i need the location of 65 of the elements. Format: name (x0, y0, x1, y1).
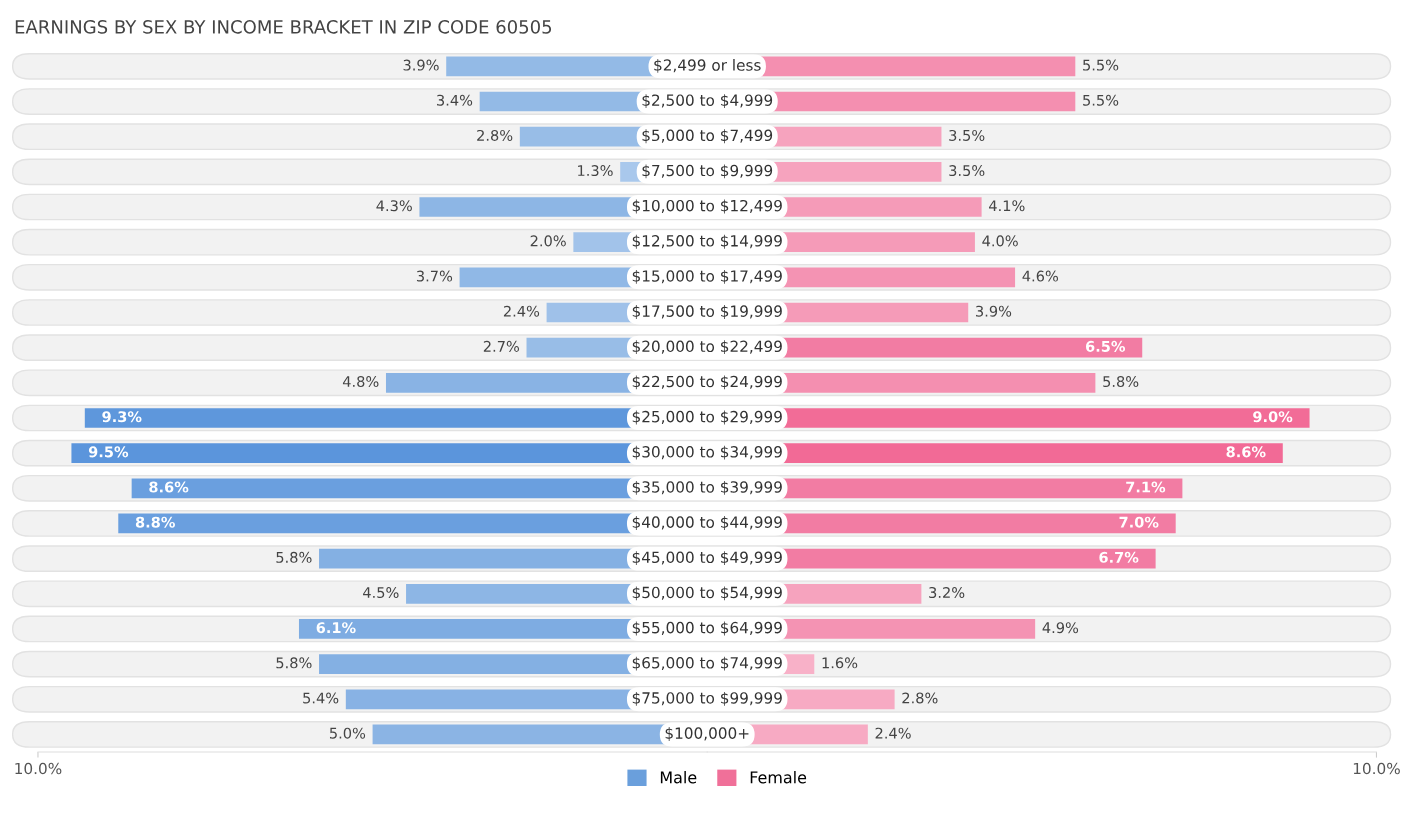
category-label: $15,000 to $17,499 (632, 269, 782, 284)
data-label: 7.1% (1126, 481, 1166, 493)
category-label: $65,000 to $74,999 (632, 656, 782, 671)
legend-label: Female (750, 771, 807, 784)
data-label: 3.5% (949, 129, 985, 141)
data-label: 4.6% (1022, 270, 1059, 282)
data-label: 5.4% (303, 692, 339, 704)
data-label: 6.5% (1085, 340, 1126, 352)
chart-title: EARNINGS BY SEX BY INCOME BRACKET IN ZIP CODE 60505 (15, 20, 552, 34)
data-label: 2.4% (503, 305, 540, 317)
data-label: 6.7% (1099, 551, 1139, 563)
category-label: $45,000 to $49,999 (632, 551, 782, 566)
data-label: 8.6% (149, 481, 189, 493)
data-label: 2.7% (483, 340, 520, 352)
data-label: 5.8% (276, 551, 312, 563)
data-label: 3.5% (949, 165, 985, 177)
data-label: 9.3% (102, 411, 142, 423)
category-label: $25,000 to $29,999 (632, 410, 782, 425)
category-label: $2,500 to $4,999 (642, 94, 773, 108)
category-label: $30,000 to $34,999 (632, 445, 782, 460)
data-label: 5.5% (1083, 59, 1119, 71)
data-label: 8.8% (135, 516, 175, 528)
data-label: 6.1% (316, 622, 356, 634)
category-label: $22,500 to $24,999 (632, 375, 782, 390)
category-label: $35,000 to $39,999 (632, 480, 782, 495)
data-label: 5.0% (329, 727, 366, 739)
category-label: $75,000 to $99,999 (632, 691, 782, 706)
category-label: $10,000 to $12,499 (632, 199, 782, 214)
category-label: $17,500 to $19,999 (632, 305, 782, 319)
data-label: 4.5% (363, 587, 399, 599)
data-label: 3.9% (403, 59, 439, 71)
data-label: 8.6% (1226, 446, 1266, 458)
data-label: 2.8% (902, 692, 938, 704)
category-label: $20,000 to $22,499 (632, 340, 782, 355)
category-label: $100,000+ (665, 727, 749, 741)
category-label: $50,000 to $54,999 (632, 586, 782, 601)
data-label: 9.5% (88, 446, 129, 458)
data-label: 3.7% (416, 270, 453, 282)
category-label: $5,000 to $7,499 (642, 129, 773, 144)
x-tick-label: 10.0% (15, 762, 62, 775)
data-label: 3.2% (929, 587, 965, 599)
category-label: $7,500 to $9,999 (642, 164, 773, 179)
legend-label: Male (660, 771, 697, 784)
data-label: 4.9% (1042, 622, 1079, 634)
data-label: 1.6% (822, 657, 858, 669)
data-label: 3.9% (976, 305, 1012, 317)
data-label: 2.4% (875, 727, 911, 739)
x-tick-label: 10.0% (1353, 762, 1400, 775)
data-label: 4.1% (989, 200, 1025, 212)
data-label: 2.8% (477, 129, 513, 141)
data-label: 7.0% (1119, 516, 1159, 528)
data-label: 9.0% (1253, 411, 1293, 423)
data-label: 5.8% (276, 657, 312, 669)
category-label: $2,499 or less (654, 58, 761, 73)
category-label: $55,000 to $64,999 (632, 621, 782, 636)
category-label: $40,000 to $44,999 (632, 516, 782, 530)
data-label: 2.0% (530, 235, 566, 247)
category-label: $12,500 to $14,999 (632, 234, 782, 249)
data-label: 3.4% (437, 94, 473, 106)
data-label: 5.8% (1103, 376, 1139, 388)
data-label: 4.3% (376, 200, 412, 212)
data-label: 5.5% (1083, 94, 1119, 106)
data-label: 4.8% (342, 376, 379, 388)
data-label: 1.3% (578, 165, 613, 177)
data-label: 4.0% (982, 235, 1018, 247)
